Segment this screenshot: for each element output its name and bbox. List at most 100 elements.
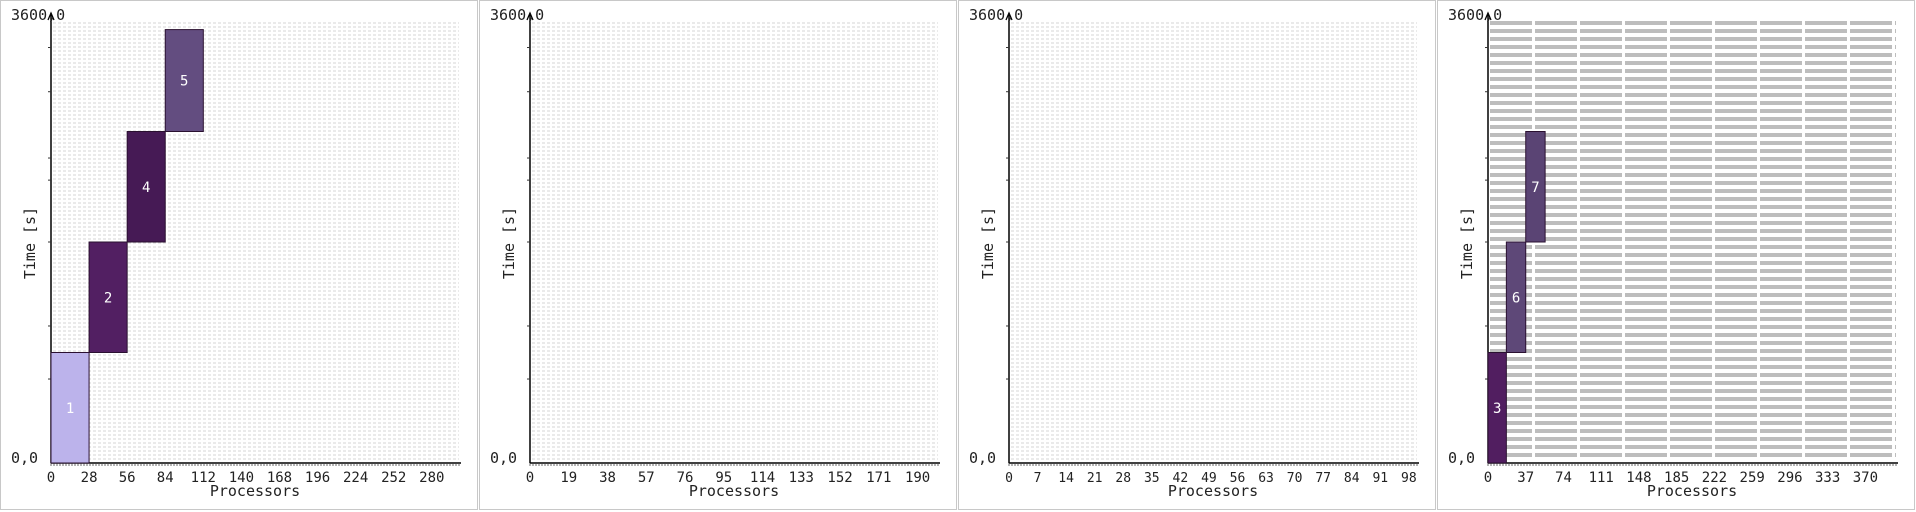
job-block: 1 xyxy=(50,352,90,464)
x-tick-label: 0 xyxy=(1005,471,1013,486)
job-label: 3 xyxy=(1493,401,1501,417)
x-tick-label: 114 xyxy=(750,470,775,486)
job-rect xyxy=(1487,352,1507,464)
job-block: 7 xyxy=(1525,131,1546,243)
x-tick-label: 84 xyxy=(157,470,174,486)
job-label: 6 xyxy=(1512,290,1520,306)
x-tick-label: 74 xyxy=(1555,470,1572,486)
x-tick-label: 21 xyxy=(1087,471,1103,486)
job-rect xyxy=(126,131,166,243)
x-tick-label: 28 xyxy=(81,470,98,486)
gantt-chart-1: 0 28 56 84 112 140 168 196 224 252 280 3600,0 0,0 Pro… xyxy=(11,6,461,500)
x-tick-label: 222 xyxy=(1702,470,1727,486)
x-tick-label: 37 xyxy=(1517,470,1534,486)
x-tick-label: 370 xyxy=(1853,470,1878,486)
x-tick-label: 112 xyxy=(191,470,216,486)
x-tick-label: 111 xyxy=(1589,470,1614,486)
y-top-label: 3600,0 xyxy=(969,6,1023,24)
x-tick-label: 57 xyxy=(638,470,655,486)
y-axis-title: Time [s] xyxy=(500,207,518,279)
panel-3: 0 7 14 21 28 35 42 49 56 63 70 77 84 91 98 3600,0 0,0 Pro… xyxy=(958,0,1436,510)
y-top-label: 3600,0 xyxy=(1448,6,1502,24)
job-rect xyxy=(50,352,90,464)
x-tick-label: 38 xyxy=(599,470,616,486)
x-axis-title: Processors xyxy=(1168,482,1258,500)
y-axis-title: Time [s] xyxy=(21,207,39,279)
panel-1: 0 28 56 84 112 140 168 196 224 252 280 3600,0 0,0 Pro… xyxy=(0,0,478,510)
x-minor-ticks xyxy=(1487,463,1897,466)
x-tick-label: 49 xyxy=(1201,471,1217,486)
x-tick-label: 19 xyxy=(560,470,577,486)
grid-lines xyxy=(532,22,938,460)
x-tick-label: 95 xyxy=(715,470,732,486)
grid-lines xyxy=(1490,21,1896,457)
x-tick-label: 42 xyxy=(1173,471,1189,486)
x-tick-label: 0 xyxy=(47,470,55,486)
job-block: 6 xyxy=(1505,241,1527,353)
x-minor-ticks xyxy=(50,463,460,466)
gantt-chart-4: 0 37 74 111 148 185 222 259 296 333 3703600,00,0Pr… xyxy=(1448,6,1898,500)
panel-2: 0 19 38 57 76 95 114 133 152 171 190 3600,0 0,0 Proce… xyxy=(479,0,957,510)
y-bottom-label: 0,0 xyxy=(490,449,517,467)
panel-4: 0 37 74 111 148 185 222 259 296 333 370 3600,0 0,0 Pr… xyxy=(1437,0,1915,510)
x-tick-label: 56 xyxy=(1230,471,1246,486)
x-tick-label: 224 xyxy=(343,470,368,486)
y-axis-arrow xyxy=(47,11,55,21)
x-tick-label: 280 xyxy=(419,470,444,486)
x-tick-label: 259 xyxy=(1740,470,1765,486)
job-label: 7 xyxy=(1531,180,1539,196)
x-tick-label: 133 xyxy=(789,470,814,486)
y-axis-arrow xyxy=(1005,11,1013,21)
job-rect xyxy=(1525,131,1546,243)
x-tick-label: 63 xyxy=(1258,471,1274,486)
x-tick-label: 148 xyxy=(1626,470,1651,486)
x-axis-title: Processors xyxy=(1647,482,1737,500)
x-tick-label: 171 xyxy=(866,470,891,486)
x-tick-label: 91 xyxy=(1372,471,1388,486)
x-tick-label: 196 xyxy=(305,470,330,486)
y-top-label: 3600,0 xyxy=(11,6,65,24)
x-tick-label: 76 xyxy=(677,470,694,486)
x-minor-ticks xyxy=(1008,463,1418,466)
x-tick-label: 7 xyxy=(1034,471,1042,486)
x-tick-label: 0 xyxy=(526,470,534,486)
x-axis-title: Processors xyxy=(689,482,779,500)
x-tick-label: 152 xyxy=(827,470,852,486)
grid-lines xyxy=(53,22,459,460)
job-rect xyxy=(164,29,204,132)
y-bottom-label: 0,0 xyxy=(969,449,996,467)
y-bottom-label: 0,0 xyxy=(11,449,38,467)
y-axis-title: Time [s] xyxy=(979,207,997,279)
x-tick-label: 252 xyxy=(381,470,406,486)
x-tick-label: 14 xyxy=(1058,471,1074,486)
x-tick-label: 56 xyxy=(119,470,136,486)
x-tick-label: 84 xyxy=(1344,471,1360,486)
y-axis-title: Time [s] xyxy=(1458,207,1476,279)
x-tick-label: 168 xyxy=(267,470,292,486)
grid-lines xyxy=(1011,22,1417,460)
x-tick-label: 190 xyxy=(905,470,930,486)
y-axis-arrow xyxy=(1484,11,1492,21)
job-label: 5 xyxy=(180,74,188,90)
x-tick-label: 35 xyxy=(1144,471,1160,486)
x-tick-label: 0 xyxy=(1484,470,1492,486)
job-label: 1 xyxy=(66,401,74,417)
gantt-chart-2: 0 19 38 57 76 95 114 133 152 171 190 3600,0 0,0 Proce… xyxy=(490,6,940,500)
job-label: 4 xyxy=(142,180,150,196)
y-bottom-label: 0,0 xyxy=(1448,449,1475,467)
x-tick-label: 296 xyxy=(1777,470,1802,486)
x-axis-title: Processors xyxy=(210,482,300,500)
x-tick-label: 70 xyxy=(1287,471,1303,486)
x-minor-ticks xyxy=(529,463,939,466)
y-axis-arrow xyxy=(526,11,534,21)
x-tick-label: 98 xyxy=(1401,471,1417,486)
x-tick-label: 77 xyxy=(1315,471,1331,486)
job-block: 3 xyxy=(1487,352,1507,464)
x-tick-label: 333 xyxy=(1815,470,1840,486)
job-label: 2 xyxy=(104,290,112,306)
job-rect xyxy=(1505,241,1527,353)
y-top-label: 3600,0 xyxy=(490,6,544,24)
job-rect xyxy=(88,241,128,353)
x-tick-label: 140 xyxy=(229,470,254,486)
job-block: 4 xyxy=(126,131,166,243)
